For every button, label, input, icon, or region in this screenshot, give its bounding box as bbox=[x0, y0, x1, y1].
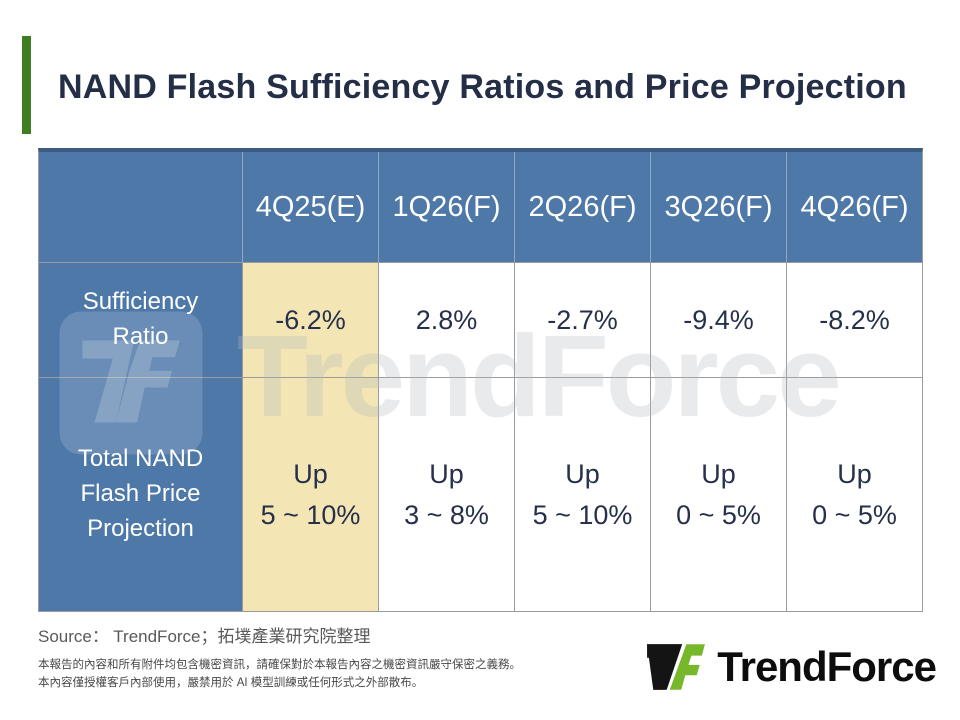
trendforce-logo-icon bbox=[647, 644, 706, 690]
price-range: 0 ~ 5% bbox=[812, 499, 897, 530]
row-label-price-projection: Total NAND Flash Price Projection bbox=[39, 377, 242, 611]
column-header-1q26: 1Q26(F) bbox=[378, 152, 514, 262]
price-direction: Up bbox=[701, 459, 736, 489]
table-cell-sufficiency-1q26: 2.8% bbox=[378, 262, 514, 377]
cell-value: -8.2% bbox=[819, 304, 890, 335]
row-label-text: Sufficiency Ratio bbox=[82, 288, 199, 350]
price-range: 5 ~ 10% bbox=[260, 499, 361, 530]
row-label-text: Total NAND Flash Price Projection bbox=[77, 445, 204, 542]
table-cell-price-3q26: Up 0 ~ 5% bbox=[650, 377, 786, 611]
price-direction: Up bbox=[429, 459, 464, 489]
cell-value: 2.8% bbox=[415, 304, 478, 335]
table-cell-sufficiency-3q26: -9.4% bbox=[650, 262, 786, 377]
trendforce-logo-text: TrendForce bbox=[717, 643, 937, 690]
cell-value: -6.2% bbox=[275, 304, 346, 335]
row-label-sufficiency-ratio: Sufficiency Ratio bbox=[39, 262, 242, 377]
price-range: 5 ~ 10% bbox=[532, 499, 633, 530]
title-accent-bar bbox=[22, 36, 31, 134]
page-title: NAND Flash Sufficiency Ratios and Price … bbox=[58, 68, 907, 106]
source-line: Source： TrendForce；拓墣產業研究院整理 bbox=[38, 627, 371, 646]
table-cell-price-4q26: Up 0 ~ 5% bbox=[786, 377, 922, 611]
column-header-4q25: 4Q25(E) bbox=[242, 152, 378, 262]
column-header-label: 1Q26(F) bbox=[392, 190, 501, 223]
disclaimer-line-2: 本內容僅授權客戶內部使用，嚴禁用於 AI 模型訓練或任何形式之外部散布。 bbox=[38, 677, 424, 690]
column-header-label: 4Q26(F) bbox=[800, 190, 909, 223]
table-cell-sufficiency-2q26: -2.7% bbox=[514, 262, 650, 377]
table-cell-sufficiency-4q25: -6.2% bbox=[242, 262, 378, 377]
price-range: 3 ~ 8% bbox=[404, 499, 489, 530]
price-direction: Up bbox=[293, 459, 328, 489]
table-cell-price-1q26: Up 3 ~ 8% bbox=[378, 377, 514, 611]
table-grid: 4Q25(E) 1Q26(F) 2Q26(F) 3Q26(F) 4Q26(F) … bbox=[39, 152, 922, 611]
column-header-3q26: 3Q26(F) bbox=[650, 152, 786, 262]
column-header-label: 3Q26(F) bbox=[664, 190, 773, 223]
price-direction: Up bbox=[565, 459, 600, 489]
table-cell-price-4q25: Up 5 ~ 10% bbox=[242, 377, 378, 611]
cell-value: -9.4% bbox=[683, 304, 754, 335]
data-table: 4Q25(E) 1Q26(F) 2Q26(F) 3Q26(F) 4Q26(F) … bbox=[38, 148, 923, 612]
table-corner-cell bbox=[39, 152, 242, 262]
column-header-2q26: 2Q26(F) bbox=[514, 152, 650, 262]
column-header-label: 4Q25(E) bbox=[255, 190, 366, 223]
cell-value: -2.7% bbox=[547, 304, 618, 335]
table-cell-sufficiency-4q26: -8.2% bbox=[786, 262, 922, 377]
price-direction: Up bbox=[837, 459, 872, 489]
column-header-label: 2Q26(F) bbox=[528, 190, 637, 223]
disclaimer: 本報告的內容和所有附件均包含機密資訊，請確保對於本報告內容之機密資訊嚴守保密之義… bbox=[38, 656, 521, 693]
disclaimer-line-1: 本報告的內容和所有附件均包含機密資訊，請確保對於本報告內容之機密資訊嚴守保密之義… bbox=[38, 659, 521, 671]
table-cell-price-2q26: Up 5 ~ 10% bbox=[514, 377, 650, 611]
column-header-4q26: 4Q26(F) bbox=[786, 152, 922, 262]
trendforce-logo: TrendForce bbox=[645, 640, 937, 694]
price-range: 0 ~ 5% bbox=[676, 499, 761, 530]
